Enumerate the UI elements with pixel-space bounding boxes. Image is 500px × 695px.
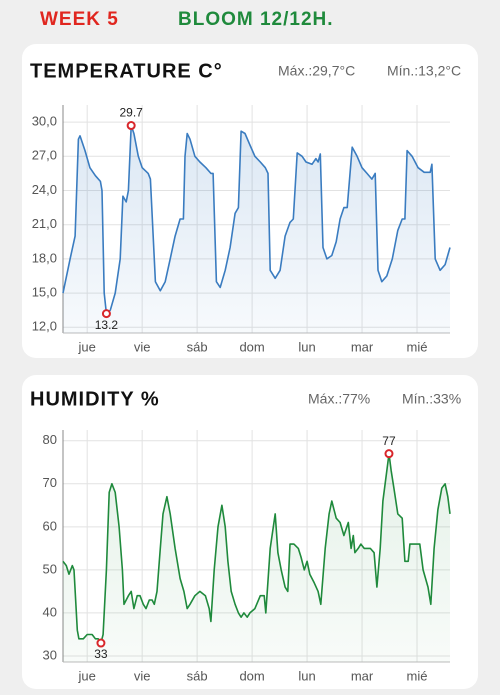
min-label: Mín.:33% [402,391,461,407]
x-tick-label: dom [239,339,264,354]
x-tick-label: sáb [187,668,208,683]
x-tick-label: mar [351,339,374,354]
x-tick-label: jue [78,339,96,354]
x-tick-label: vie [134,668,151,683]
extreme-label: 33 [94,647,108,661]
line [62,452,451,644]
y-tick-label: 70 [43,475,57,490]
week-label: WEEK 5 [40,9,119,30]
x-tick-label: lun [298,668,315,683]
x-tick-label: vie [134,339,151,354]
y-tick-label: 27,0 [32,148,57,163]
max-label: Máx.:29,7°C [278,63,355,79]
y-tick-label: 12,0 [32,319,57,334]
y-tick-label: 50 [43,561,57,576]
extreme-marker [126,121,136,131]
y-tick-label: 80 [43,432,57,447]
y-tick-label: 30,0 [32,114,57,129]
extreme-label: 29.7 [119,106,143,120]
y-tick-label: 21,0 [32,216,57,231]
stage-label: BLOOM 12/12H. [178,9,334,30]
y-tick-label: 60 [43,518,57,533]
extreme-marker [101,309,111,319]
x-tick-label: lun [298,339,315,354]
x-tick-label: sáb [187,339,208,354]
chart-title: HUMIDITY % [30,388,160,410]
line-area [63,453,450,662]
extreme-label: 13.2 [95,318,119,332]
max-label: Máx.:77% [308,391,370,407]
extreme-marker [384,449,394,459]
line-area [63,125,450,333]
y-tick-label: 15,0 [32,285,57,300]
x-tick-label: mié [407,339,428,354]
line [62,124,451,315]
extreme-label: 77 [382,434,396,448]
x-tick-label: mié [407,668,428,683]
x-tick-label: mar [351,668,374,683]
x-tick-label: jue [78,668,96,683]
y-tick-label: 18,0 [32,250,57,265]
y-tick-label: 24,0 [32,182,57,197]
y-tick-label: 30 [43,647,57,662]
chart-title: TEMPERATURE C° [30,60,223,82]
x-tick-label: dom [239,668,264,683]
y-tick-label: 40 [43,604,57,619]
min-label: Mín.:13,2°C [387,63,461,79]
extreme-marker [96,638,106,648]
